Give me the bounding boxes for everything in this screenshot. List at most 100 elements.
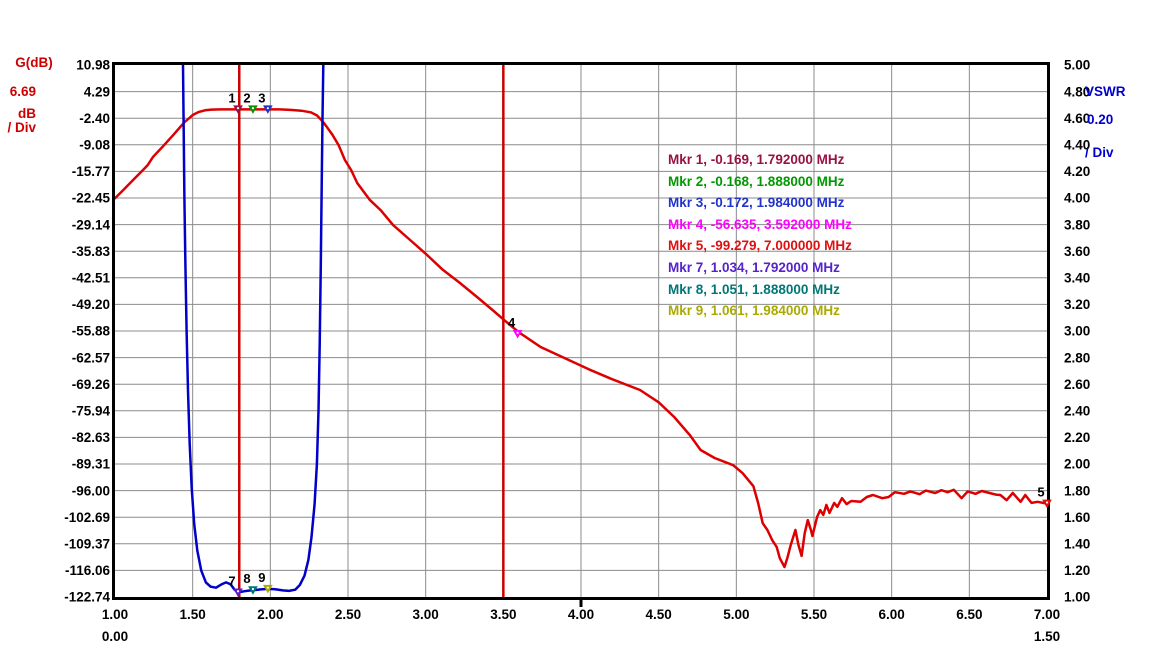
y-right-tick-label: 2.40 (1064, 404, 1090, 419)
y-left-tick-label: 4.29 (84, 84, 110, 99)
y-right-tick-label: 3.40 (1064, 271, 1090, 286)
marker-9-number: 9 (258, 570, 265, 585)
marker-1-number: 1 (228, 90, 235, 105)
y-right-tick-label: 3.60 (1064, 244, 1090, 259)
legend-item: Mkr 5, -99.279, 7.000000 MHz (668, 238, 852, 254)
marker-9-glyph (262, 584, 273, 594)
y-right-tick-label: 3.20 (1064, 297, 1090, 312)
marker-3-glyph (262, 105, 273, 114)
y-left-tick-label: -35.83 (72, 244, 111, 259)
y-right-tick-label: 1.40 (1064, 537, 1090, 552)
y-left-tick-label: -102.69 (64, 510, 110, 525)
y-left-tick-label: -75.94 (72, 404, 111, 419)
marker-8-glyph-center (251, 587, 255, 591)
x-tick-label: 4.50 (646, 607, 672, 622)
legend-item: Mkr 7, 1.034, 1.792000 MHz (668, 259, 840, 275)
marker-readout-legend: Mkr 1, -0.169, 1.792000 MHz Mkr 2, -0.168… (668, 149, 852, 322)
x-tick-label: 1.00 (102, 607, 128, 622)
marker-2-number: 2 (243, 90, 250, 105)
legend-item: Mkr 1, -0.169, 1.792000 MHz (668, 152, 845, 167)
y-right-tick-label: 1.60 (1064, 510, 1090, 525)
y-left-tick-label: -15.77 (72, 164, 110, 179)
legend-item: Mkr 9, 1.061, 1.984000 MHz (668, 303, 840, 319)
y-right-per-div-value: 0.20 (1087, 112, 1114, 127)
x-tick-label: 5.50 (801, 607, 827, 622)
marker-7-number: 7 (228, 573, 235, 588)
y-right-div-label: / Div (1085, 145, 1114, 160)
x-secondary-end-label: 1.50 (1033, 629, 1061, 644)
marker-5-glyph (1042, 499, 1052, 509)
marker-4-glyph-center (516, 331, 519, 334)
y-left-tick-label: -42.51 (72, 271, 111, 286)
y-right-tick-label: 4.40 (1064, 138, 1090, 153)
y-left-tick-label: -116.06 (65, 563, 111, 578)
y-left-tick-label: -49.20 (72, 297, 110, 312)
x-tick-label: 3.50 (490, 607, 516, 622)
y-right-tick-label: 2.80 (1064, 350, 1090, 365)
vswr-trace (181, 65, 325, 594)
x-secondary-start-label: 0.00 (101, 629, 129, 644)
marker-3-number: 3 (258, 90, 265, 105)
x-tick-label: 4.00 (568, 607, 594, 622)
y-left-div-label: / Div (7, 120, 36, 135)
marker-5-glyph-center (1045, 501, 1049, 504)
y-right-tick-label: 5.00 (1064, 58, 1090, 73)
x-tick-label: 7.00 (1034, 607, 1060, 622)
y-right-tick-label: 4.00 (1064, 191, 1090, 206)
y-right-tick-label: 4.80 (1064, 84, 1090, 99)
y-left-tick-label: -109.37 (64, 537, 110, 552)
marker-4-number: 4 (508, 315, 516, 330)
y-left-tick-label: 10.98 (76, 58, 110, 73)
y-left-tick-label: -89.31 (72, 457, 111, 472)
y-right-tick-label: 1.20 (1064, 563, 1090, 578)
y-left-tick-label: -62.57 (72, 350, 110, 365)
y-left-tick-label: -69.26 (72, 377, 111, 392)
y-left-tick-label: -22.45 (72, 191, 111, 206)
y-right-tick-label: 4.20 (1064, 164, 1090, 179)
y-right-tick-label: 1.00 (1064, 590, 1090, 605)
y-right-tick-label: 2.00 (1064, 457, 1090, 472)
y-left-axis-title: G(dB) (15, 55, 53, 70)
y-left-tick-label: -29.14 (72, 217, 111, 232)
x-tick-label: 2.50 (335, 607, 361, 622)
y-left-unit-label: dB (18, 106, 36, 121)
marker-8-glyph (248, 586, 258, 595)
y-right-tick-label: 2.60 (1064, 377, 1090, 392)
x-tick-label: 6.00 (879, 607, 905, 622)
legend-item: Mkr 8, 1.051, 1.888000 MHz (668, 281, 840, 297)
legend-item: Mkr 4, -56.635, 3.592000 MHz (668, 216, 852, 232)
marker-1-glyph (233, 105, 243, 114)
legend-item: Mkr 3, -0.172, 1.984000 MHz (668, 195, 845, 211)
marker-3-glyph-center (266, 107, 269, 110)
y-left-tick-label: -55.88 (72, 324, 111, 339)
marker-1-glyph-center (236, 107, 240, 110)
y-right-axis-title: VSWR (1085, 84, 1126, 99)
y-left-tick-label: -9.08 (79, 138, 110, 153)
y-left-per-div-value: 6.69 (9, 84, 36, 99)
y-left-tick-label: -82.63 (72, 430, 111, 445)
y-right-tick-label: 3.00 (1064, 324, 1090, 339)
marker-2-glyph-center (251, 107, 255, 110)
y-right-tick-label: 3.80 (1064, 217, 1090, 232)
legend-item: Mkr 2, -0.168, 1.888000 MHz (668, 173, 845, 189)
y-left-tick-label: -122.74 (64, 590, 110, 605)
marker-9-glyph-center (266, 586, 269, 589)
marker-7-glyph (233, 588, 243, 597)
x-tick-label: 2.00 (257, 607, 283, 622)
marker-4-glyph (512, 330, 523, 339)
x-tick-label: 1.50 (180, 607, 206, 622)
x-tick-label: 5.00 (723, 607, 749, 622)
y-right-tick-label: 2.20 (1064, 430, 1090, 445)
x-tick-label: 3.00 (413, 607, 439, 622)
y-left-tick-label: -96.00 (72, 483, 110, 498)
marker-2-glyph (248, 105, 258, 114)
x-tick-label: 6.50 (956, 607, 982, 622)
y-right-tick-label: 1.80 (1064, 483, 1090, 498)
y-right-tick-label: 4.60 (1064, 111, 1090, 126)
marker-5-number: 5 (1037, 485, 1044, 500)
y-left-tick-label: -2.40 (79, 111, 110, 126)
marker-8-number: 8 (243, 571, 250, 586)
marker-7-glyph-center (236, 590, 240, 593)
